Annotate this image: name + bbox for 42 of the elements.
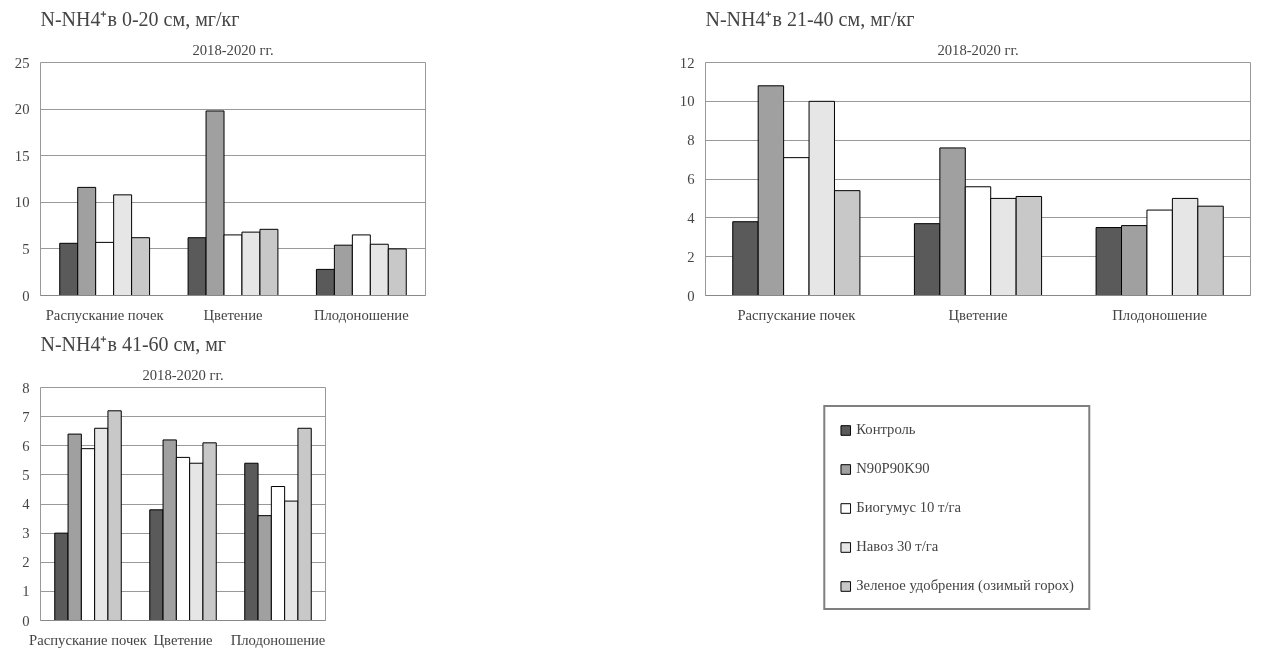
x-tick-label: Плодоношение	[230, 631, 326, 648]
y-tick-label: 4	[22, 496, 31, 512]
legend-label: Зеленое удобрения (озимый горох)	[856, 577, 1074, 594]
legend-label: Биогумус 10 т/га	[856, 499, 962, 516]
y-tick-label: 4	[687, 209, 696, 226]
legend-label: Контроль	[856, 421, 916, 438]
chart-subtitle: 2018-2020 гг.	[192, 41, 274, 58]
y-tick-label: 0	[22, 612, 30, 629]
y-tick-label: 10	[14, 194, 30, 211]
y-tick-label: 20	[14, 101, 30, 118]
chart-title: N-NH4⁺в 0-20 см, мг/кг	[40, 7, 240, 30]
y-tick-label: 10	[679, 93, 695, 110]
y-tick-label: 25	[14, 54, 30, 71]
y-tick-label: 15	[14, 147, 30, 164]
x-tick-label: Плодоношение	[313, 306, 409, 323]
x-tick-label: Цветение	[153, 631, 213, 648]
chart-subtitle: 2018-2020 гг.	[142, 366, 224, 383]
y-tick-label: 8	[687, 132, 695, 149]
y-tick-label: 5	[22, 240, 30, 257]
legend-label: N90P90K90	[856, 460, 930, 477]
y-tick-label: 0	[687, 287, 695, 304]
chart-subtitle: 2018-2020 гг.	[937, 41, 1019, 58]
chart-title: N-NH4⁺в 41-60 см, мг	[40, 332, 226, 355]
x-tick-label: Распускание почек	[29, 631, 148, 648]
y-tick-label: 8	[22, 379, 30, 396]
y-tick-label: 0	[22, 287, 30, 304]
chart-title: N-NH4⁺в 21-40 см, мг/кг	[705, 7, 915, 30]
y-tick-label: 2	[687, 248, 695, 265]
x-tick-label: Распускание почек	[45, 306, 165, 323]
x-tick-label: Распускание почек	[737, 306, 857, 323]
x-tick-label: Плодоношение	[1112, 306, 1208, 323]
y-tick-label: 6	[22, 437, 30, 454]
y-tick-label: 6	[687, 171, 695, 187]
y-tick-label: 3	[22, 525, 30, 542]
y-tick-label: 1	[22, 583, 30, 600]
y-tick-label: 2	[22, 554, 30, 571]
y-tick-label: 12	[679, 54, 695, 71]
y-tick-label: 5	[22, 466, 30, 483]
y-tick-label: 7	[22, 408, 30, 425]
x-tick-label: Цветение	[203, 306, 263, 323]
x-tick-label: Цветение	[948, 306, 1008, 323]
legend-label: Навоз 30 т/га	[856, 538, 939, 555]
